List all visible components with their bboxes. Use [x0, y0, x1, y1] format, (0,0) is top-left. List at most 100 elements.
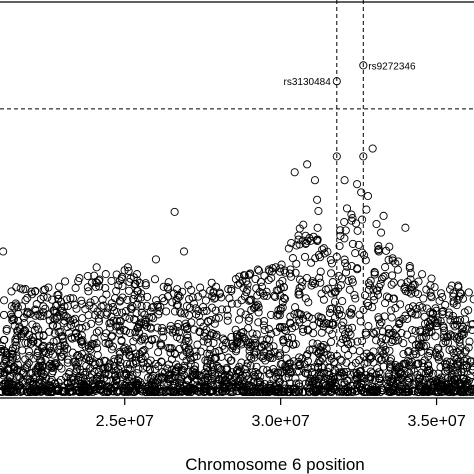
data-point — [140, 346, 149, 355]
data-point — [52, 336, 61, 345]
data-point — [436, 373, 446, 382]
data-point — [381, 345, 390, 354]
data-point — [0, 346, 8, 355]
data-point — [118, 293, 127, 302]
data-point — [194, 387, 203, 396]
data-point — [217, 305, 226, 314]
data-point — [384, 369, 394, 378]
data-point — [335, 368, 344, 377]
data-point — [31, 305, 40, 314]
data-point — [430, 283, 439, 292]
points-layer: rs3130484 rs9272346 — [0, 61, 474, 397]
data-point — [240, 334, 249, 343]
data-point — [341, 268, 351, 277]
data-point — [465, 337, 474, 346]
data-point — [67, 321, 76, 330]
data-point — [91, 311, 100, 320]
data-point — [257, 343, 266, 352]
data-point — [106, 323, 115, 332]
data-point — [47, 387, 56, 396]
data-point — [145, 387, 154, 397]
data-point — [23, 375, 32, 384]
data-point — [273, 368, 282, 377]
x-axis-label: Chromosome 6 position — [185, 455, 365, 474]
data-point — [382, 335, 391, 344]
data-point — [119, 388, 129, 397]
data-point — [0, 369, 9, 378]
data-point — [286, 265, 295, 274]
data-point — [340, 176, 349, 185]
data-point — [137, 308, 146, 317]
data-point — [109, 316, 118, 325]
data-point — [11, 381, 20, 390]
data-point — [146, 307, 155, 316]
data-point — [125, 277, 134, 287]
data-point — [217, 293, 226, 302]
data-point — [303, 350, 312, 359]
data-point — [459, 327, 468, 336]
data-point — [369, 387, 378, 396]
data-point — [385, 387, 394, 397]
data-point — [218, 334, 227, 343]
data-point — [251, 368, 260, 377]
data-point — [45, 316, 54, 325]
data-point — [265, 350, 274, 359]
data-point — [54, 345, 63, 354]
data-point — [294, 361, 303, 370]
data-point — [33, 348, 42, 357]
data-point — [468, 320, 474, 329]
data-point — [291, 339, 300, 349]
data-point — [188, 367, 197, 376]
data-point — [335, 305, 344, 314]
data-point — [456, 379, 465, 388]
data-point — [370, 295, 379, 304]
data-point — [69, 294, 78, 303]
data-point — [413, 310, 422, 319]
data-point — [32, 322, 41, 331]
data-point — [122, 359, 132, 368]
data-point — [461, 315, 470, 324]
data-point — [248, 368, 257, 377]
data-point — [392, 332, 401, 341]
data-point — [464, 306, 473, 315]
data-point — [295, 359, 304, 368]
data-point — [405, 361, 414, 370]
data-point — [299, 314, 308, 323]
data-point — [57, 375, 66, 384]
data-point — [355, 310, 364, 319]
data-point — [281, 344, 290, 353]
data-point — [235, 362, 244, 371]
data-point — [138, 335, 147, 344]
data-point — [375, 374, 384, 383]
x-tick-label: 3.5e+07 — [407, 413, 465, 430]
data-point — [419, 362, 429, 371]
data-point — [351, 219, 361, 228]
data-point — [37, 356, 46, 366]
data-point — [374, 354, 384, 363]
data-point — [82, 361, 91, 371]
data-point — [90, 334, 99, 343]
data-point — [61, 277, 70, 286]
data-point — [275, 311, 284, 320]
data-point — [39, 308, 48, 317]
data-point — [227, 299, 236, 308]
data-point — [155, 307, 164, 316]
data-point — [407, 358, 417, 367]
data-point — [247, 305, 256, 314]
data-point — [387, 280, 396, 289]
data-point — [386, 387, 395, 396]
data-point — [282, 354, 291, 363]
data-point — [284, 387, 293, 397]
data-point — [425, 369, 434, 378]
data-point — [234, 315, 244, 324]
data-point — [82, 367, 91, 376]
data-point — [13, 303, 22, 312]
data-point — [408, 309, 417, 318]
data-point — [0, 247, 8, 256]
data-point — [401, 384, 410, 394]
data-point — [308, 277, 317, 286]
data-point — [253, 378, 262, 387]
data-point — [424, 379, 433, 388]
data-point — [319, 319, 328, 328]
data-point — [207, 329, 216, 338]
